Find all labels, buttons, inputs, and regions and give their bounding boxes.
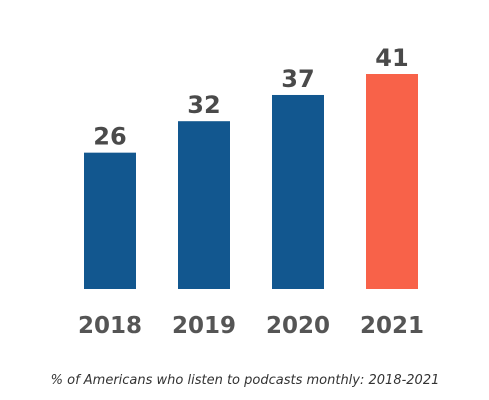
bars-group — [84, 74, 418, 289]
x-tick-label-2019: 2019 — [172, 313, 236, 339]
x-tick-labels-group: 2018 2019 2020 2021 — [78, 313, 424, 339]
value-label-2020: 37 — [281, 65, 314, 93]
bar-2018 — [84, 152, 136, 289]
chart-caption: % of Americans who listen to podcasts mo… — [51, 373, 440, 388]
value-label-2021: 41 — [375, 44, 408, 72]
value-label-2019: 32 — [187, 91, 220, 119]
bar-2021 — [366, 74, 418, 289]
x-tick-label-2018: 2018 — [78, 313, 142, 339]
x-tick-label-2020: 2020 — [266, 313, 330, 339]
bar-2019 — [178, 121, 230, 289]
value-label-2018: 26 — [93, 123, 126, 151]
bar-2020 — [272, 94, 324, 289]
x-tick-label-2021: 2021 — [360, 313, 424, 339]
value-labels-group: 26 32 37 41 — [93, 44, 408, 151]
